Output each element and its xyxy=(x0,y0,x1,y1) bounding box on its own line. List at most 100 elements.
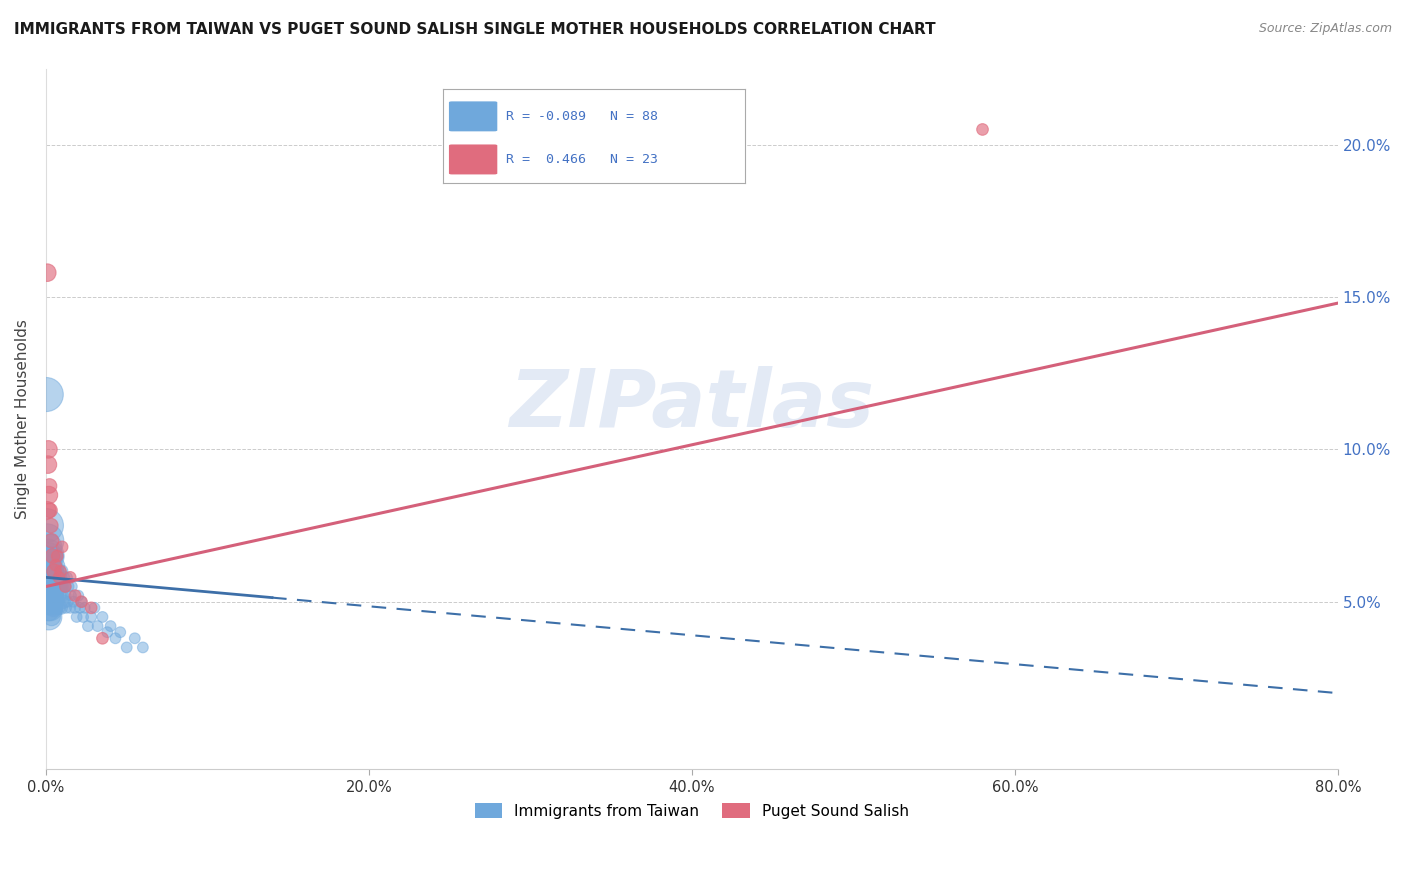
Y-axis label: Single Mother Households: Single Mother Households xyxy=(15,319,30,519)
Point xyxy=(39,570,62,584)
Point xyxy=(45,570,67,584)
Point xyxy=(45,558,67,573)
Point xyxy=(77,619,100,633)
Point xyxy=(41,610,63,624)
Point xyxy=(49,570,72,584)
Point xyxy=(115,640,138,655)
Point xyxy=(51,589,73,603)
Point xyxy=(51,540,73,554)
Point xyxy=(45,564,67,578)
Point xyxy=(80,600,103,615)
Point xyxy=(72,610,94,624)
Point xyxy=(39,564,62,578)
Point xyxy=(44,595,66,609)
Point xyxy=(39,580,62,594)
Point xyxy=(70,595,93,609)
Text: IMMIGRANTS FROM TAIWAN VS PUGET SOUND SALISH SINGLE MOTHER HOUSEHOLDS CORRELATIO: IMMIGRANTS FROM TAIWAN VS PUGET SOUND SA… xyxy=(14,22,935,37)
Point xyxy=(39,518,62,533)
Point xyxy=(91,610,114,624)
Point xyxy=(48,580,70,594)
Point xyxy=(37,552,59,566)
Point xyxy=(41,589,63,603)
Point xyxy=(51,564,73,578)
Point xyxy=(37,558,59,573)
Point xyxy=(972,122,994,136)
Point xyxy=(37,570,59,584)
Point xyxy=(59,589,82,603)
Point xyxy=(37,600,59,615)
Point xyxy=(132,640,155,655)
FancyBboxPatch shape xyxy=(449,102,498,131)
Point xyxy=(38,564,60,578)
Point xyxy=(37,458,59,472)
Point xyxy=(35,387,58,401)
Point xyxy=(46,570,69,584)
Point xyxy=(38,488,60,502)
Point xyxy=(37,266,59,280)
Point xyxy=(56,595,79,609)
Point xyxy=(52,595,75,609)
Point xyxy=(55,600,77,615)
Point xyxy=(38,479,60,493)
Point xyxy=(80,610,103,624)
Text: R =  0.466   N = 23: R = 0.466 N = 23 xyxy=(506,153,658,166)
Point xyxy=(44,570,66,584)
Point xyxy=(48,589,70,603)
Point xyxy=(39,600,62,615)
Point xyxy=(41,564,63,578)
Point xyxy=(60,580,83,594)
Point xyxy=(56,570,79,584)
Point xyxy=(69,600,91,615)
Text: ZIPatlas: ZIPatlas xyxy=(509,366,875,444)
Point xyxy=(38,549,60,563)
Point xyxy=(104,632,127,646)
Point xyxy=(41,558,63,573)
Point xyxy=(42,564,65,578)
FancyBboxPatch shape xyxy=(449,145,498,175)
Point xyxy=(37,549,59,563)
Point xyxy=(42,589,65,603)
Text: Source: ZipAtlas.com: Source: ZipAtlas.com xyxy=(1258,22,1392,36)
Point xyxy=(41,549,63,563)
Point xyxy=(45,580,67,594)
Point xyxy=(37,442,59,457)
Point xyxy=(41,580,63,594)
Point xyxy=(49,580,72,594)
Point xyxy=(42,549,65,563)
Point xyxy=(37,503,59,517)
Point xyxy=(49,564,72,578)
Point xyxy=(44,580,66,594)
Point xyxy=(38,595,60,609)
Point xyxy=(45,600,67,615)
Point xyxy=(41,533,63,548)
Point xyxy=(58,580,80,594)
Legend: Immigrants from Taiwan, Puget Sound Salish: Immigrants from Taiwan, Puget Sound Sali… xyxy=(468,797,915,825)
Point xyxy=(49,600,72,615)
Point xyxy=(42,580,65,594)
Point xyxy=(37,580,59,594)
Point xyxy=(38,610,60,624)
Point xyxy=(39,503,62,517)
Text: R = -0.089   N = 88: R = -0.089 N = 88 xyxy=(506,110,658,123)
Point xyxy=(59,600,82,615)
Point xyxy=(46,558,69,573)
Point xyxy=(48,600,70,615)
Point xyxy=(46,580,69,594)
Point xyxy=(91,632,114,646)
Point xyxy=(52,570,75,584)
Point xyxy=(63,600,86,615)
Point xyxy=(38,540,60,554)
Point xyxy=(48,564,70,578)
Point xyxy=(51,580,73,594)
Point xyxy=(67,589,90,603)
Point xyxy=(124,632,146,646)
Point xyxy=(53,580,76,594)
Point xyxy=(46,589,69,603)
Point xyxy=(35,518,58,533)
Point xyxy=(37,589,59,603)
Point xyxy=(100,619,122,633)
Point xyxy=(73,600,96,615)
Point xyxy=(44,549,66,563)
Point xyxy=(42,600,65,615)
Point xyxy=(39,589,62,603)
